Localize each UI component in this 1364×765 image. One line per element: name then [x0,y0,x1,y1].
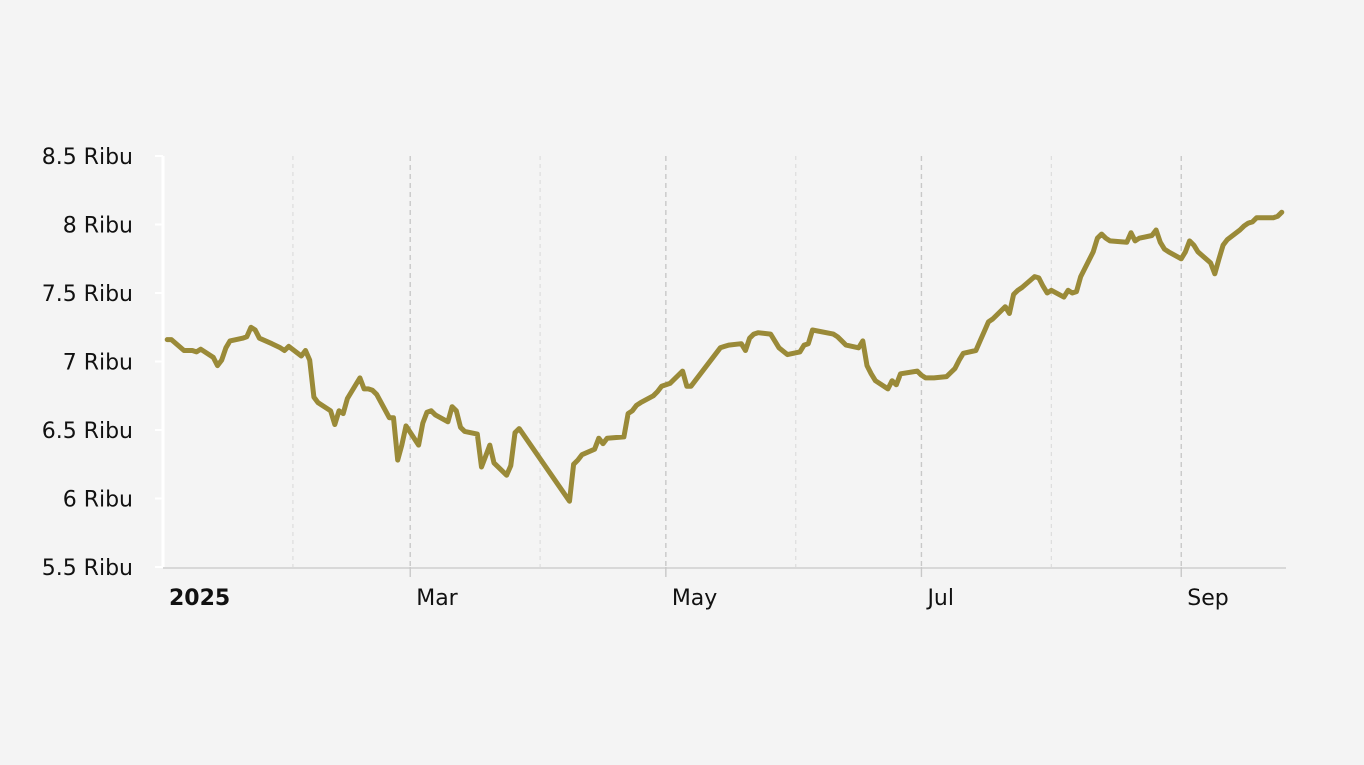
gridlines [292,156,1182,567]
y-tick-label: 7.5 Ribu [42,282,133,307]
y-tick-label: 8 Ribu [63,214,133,239]
series-layer [164,209,1285,504]
x-tick-label: Sep [1187,586,1228,611]
axes [155,155,1286,577]
x-tick-label: Mar [416,586,458,611]
y-tick-label: 5.5 Ribu [42,556,133,581]
y-tick-label: 8.5 Ribu [42,145,133,170]
y-tick-label: 6 Ribu [63,488,133,513]
y-tick-label: 6.5 Ribu [42,419,133,444]
x-tick-label: 2025 [169,586,230,611]
y-tick-label: 7 Ribu [63,351,133,376]
y-axis-tick-labels: 5.5 Ribu 6 Ribu 6.5 Ribu 7 Ribu 7.5 Ribu 8 Ri… [42,145,133,581]
series-line [164,209,1285,504]
x-tick-label: May [672,586,717,611]
x-axis-tick-labels: 2025 Mar May Jul Sep [169,586,1229,611]
x-tick-label: Jul [925,586,954,611]
